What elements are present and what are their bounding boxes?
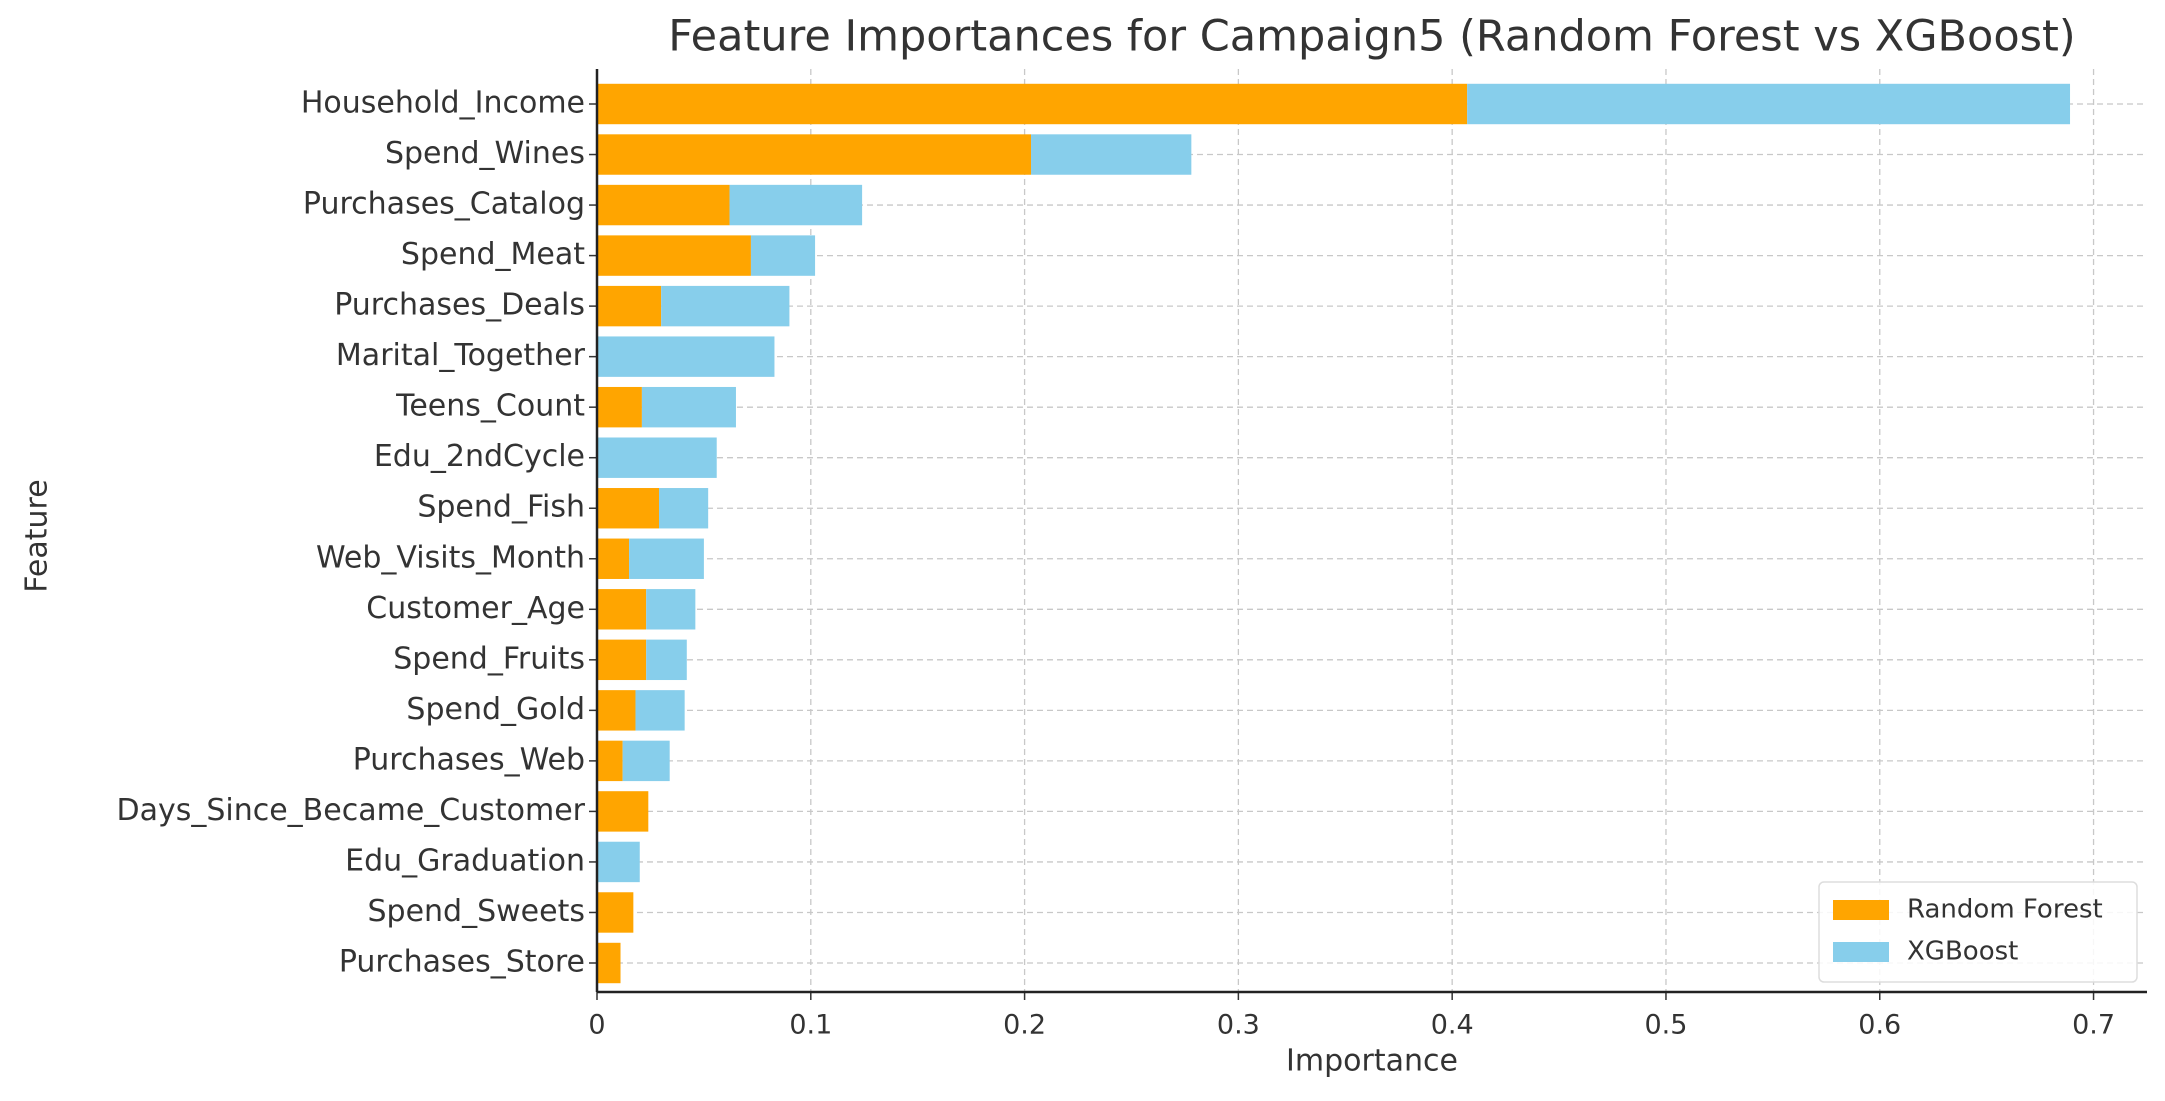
legend-swatch <box>1833 900 1889 920</box>
x-axis-label: Importance <box>1286 1044 1458 1079</box>
bar <box>597 690 636 731</box>
y-tick-label: Edu_2ndCycle <box>374 439 585 474</box>
bar <box>597 336 775 377</box>
legend-box <box>1818 881 2138 983</box>
legend-label: XGBoost <box>1907 937 2018 967</box>
legend-label: Random Forest <box>1907 895 2103 925</box>
bar <box>646 639 687 681</box>
bar <box>659 488 709 529</box>
x-tick-label: 0 <box>588 1010 605 1041</box>
bar <box>597 83 1468 125</box>
bar <box>597 791 649 832</box>
x-tick-label: 0.4 <box>1431 1010 1474 1041</box>
bar <box>597 134 1031 175</box>
y-axis-label: Feature <box>20 479 55 592</box>
bar <box>597 285 662 327</box>
chart-title: Feature Importances for Campaign5 (Rando… <box>668 12 2075 62</box>
y-tick-label: Purchases_Catalog <box>303 187 585 222</box>
bar <box>597 184 730 226</box>
bar <box>597 235 751 276</box>
y-tick-label: Spend_Gold <box>406 692 585 727</box>
bar <box>597 639 647 681</box>
bar <box>597 488 659 529</box>
bar <box>597 892 634 933</box>
legend-swatch <box>1833 942 1889 962</box>
y-tick-label: Spend_Meat <box>401 237 585 272</box>
legend: Random Forest XGBoost <box>1818 881 2138 983</box>
bar <box>597 437 717 478</box>
y-tick-label: Spend_Sweets <box>368 894 586 929</box>
bar <box>661 285 790 327</box>
y-tick-label: Web_Visits_Month <box>316 540 585 575</box>
bar <box>635 690 685 731</box>
y-tick-label: Purchases_Web <box>353 742 585 777</box>
bar <box>597 942 621 984</box>
bar <box>597 538 630 579</box>
x-tick-label: 0.7 <box>2072 1010 2115 1041</box>
bar <box>1467 83 2071 125</box>
y-tick-label: Teens_Count <box>395 389 585 424</box>
bar <box>597 740 623 782</box>
bar <box>622 740 670 782</box>
y-tick-label: Marital_Together <box>336 338 586 373</box>
y-tick-label: Spend_Fruits <box>393 641 585 676</box>
x-tick-label: 0.2 <box>1003 1010 1046 1041</box>
bar <box>729 184 863 226</box>
y-tick-label: Customer_Age <box>366 591 585 626</box>
y-tick-label: Purchases_Store <box>339 945 585 980</box>
x-tick-label: 0.3 <box>1217 1010 1260 1041</box>
x-tick-label: 0.1 <box>789 1010 832 1041</box>
bar <box>1031 134 1192 175</box>
bar <box>597 386 642 428</box>
y-tick-label: Days_Since_Became_Customer <box>116 793 585 828</box>
bar <box>629 538 704 579</box>
y-tick-label: Edu_Graduation <box>345 843 585 878</box>
bar <box>597 589 647 630</box>
y-tick-label: Spend_Wines <box>385 136 585 171</box>
y-tick-label: Purchases_Deals <box>334 288 585 323</box>
bar <box>641 386 736 428</box>
x-tick-label: 0.6 <box>1858 1010 1901 1041</box>
x-tick-label: 0.5 <box>1644 1010 1687 1041</box>
bar <box>750 235 816 276</box>
bar <box>597 841 640 883</box>
bar <box>646 589 696 630</box>
y-tick-label: Spend_Fish <box>417 490 585 525</box>
y-tick-label: Household_Income <box>301 86 585 121</box>
